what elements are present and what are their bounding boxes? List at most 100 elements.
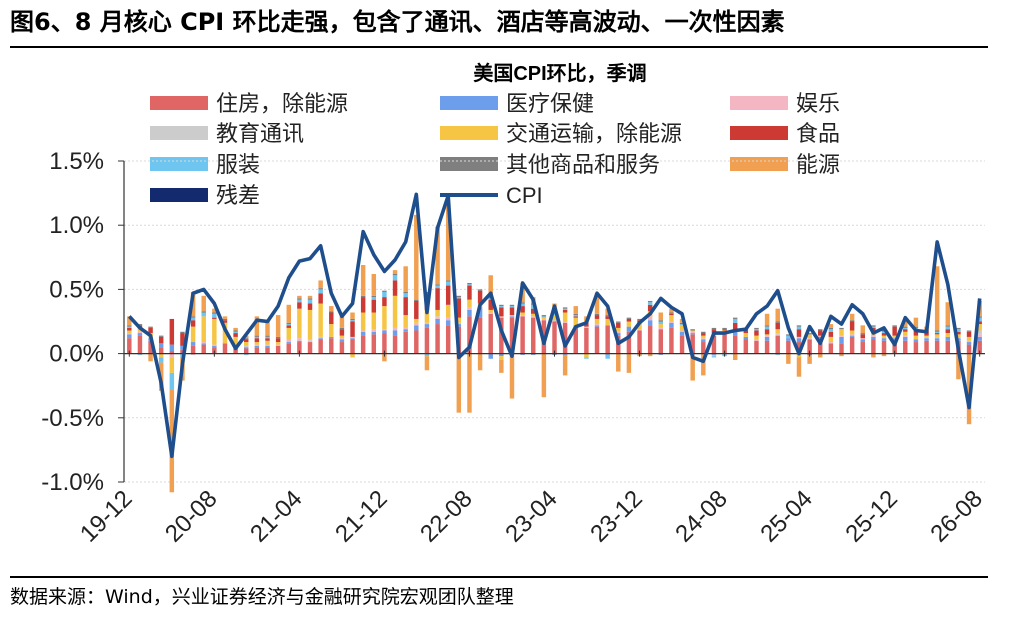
bar-segment [201, 312, 206, 317]
bar-segment [520, 312, 525, 316]
bar-segment [137, 324, 143, 326]
bar-segment [775, 353, 780, 355]
bar-segment [265, 336, 270, 339]
bar-segment [307, 298, 313, 300]
bar-segment [371, 334, 377, 354]
bar-segment [403, 293, 408, 298]
bar-segment [934, 336, 940, 339]
legend-label: 医疗保健 [506, 91, 594, 116]
bar-segment [392, 270, 398, 274]
bar-segment [743, 339, 749, 354]
bar-segment [881, 333, 887, 336]
bar-segment [956, 327, 961, 330]
legend-label: 服装 [216, 152, 260, 177]
bar-segment [913, 317, 919, 327]
bar-segment [690, 354, 695, 381]
bar-segment [275, 315, 281, 337]
bar-segment [148, 326, 153, 328]
bar-segment [658, 353, 664, 355]
bar-segment [360, 265, 366, 296]
bar-segment [881, 335, 887, 339]
bar-segment [424, 309, 430, 323]
bar-segment [467, 307, 472, 310]
legend-swatch [730, 126, 788, 140]
bar-segment [690, 334, 695, 354]
bar-segment [137, 331, 143, 334]
bar-segment [807, 338, 812, 340]
bar-segment [562, 308, 568, 310]
bar-segment [552, 313, 557, 316]
bar-segment [212, 308, 217, 313]
bar-segment [775, 308, 780, 322]
bar-segment [148, 327, 153, 334]
bar-segment [275, 336, 281, 339]
bar-segment [562, 353, 568, 355]
bar-segment [158, 336, 164, 344]
bar-segment [350, 339, 355, 354]
bar-segment [371, 312, 377, 330]
bar-segment [318, 288, 323, 290]
bar-segment [924, 336, 929, 339]
bar-segment [265, 345, 270, 348]
bar-segment [350, 312, 355, 319]
bar-segment [701, 353, 706, 376]
bar-segment [222, 320, 228, 323]
bar-segment [180, 345, 185, 350]
bar-segment [562, 321, 568, 323]
bar-segment [796, 329, 802, 337]
bar-segment [913, 335, 919, 340]
bar-segment [424, 356, 430, 371]
bar-segment [732, 322, 738, 330]
legend-item: 残差 [150, 183, 260, 208]
bar-segment [541, 316, 547, 318]
bar-segment [339, 335, 345, 339]
bar-segment [754, 339, 759, 341]
legend-label: 交通运输，除能源 [506, 121, 682, 146]
bar-segment [903, 331, 908, 336]
bar-segment [382, 291, 387, 298]
bar-segment [499, 360, 504, 373]
bar-segment [127, 325, 132, 327]
y-axis: -1.0% -0.5% 0.0% 0.5% 1.0% 1.5% [41, 148, 125, 496]
bar-segment [329, 311, 334, 313]
bar-segment [297, 308, 302, 339]
legend-item: 医疗保健 [440, 91, 594, 116]
bar-segment [477, 307, 483, 318]
bar-segment [669, 327, 674, 354]
bar-segment [244, 345, 249, 348]
bar-segment [711, 354, 717, 357]
bar-segment [467, 316, 472, 354]
bar-segment [382, 330, 387, 334]
bar-segment [552, 315, 557, 321]
bar-segment [371, 329, 377, 332]
bar-segment [616, 322, 621, 328]
bar-segment [732, 335, 738, 354]
bar-segment [860, 333, 865, 335]
bar-segment [499, 317, 504, 354]
bar-segment [573, 325, 578, 354]
bar-segment [562, 312, 568, 322]
bar-segment [658, 312, 664, 321]
bar-segment [414, 322, 419, 326]
bar-segment [265, 347, 270, 354]
bar-segment [275, 344, 281, 346]
bar-segment [903, 321, 908, 327]
bar-segment [594, 293, 600, 314]
bar-segment [350, 338, 355, 340]
bar-segment [127, 327, 132, 331]
bar-segment [127, 316, 132, 326]
bar-segment [892, 340, 897, 354]
bar-segment [158, 357, 164, 363]
bar-segment [871, 325, 876, 327]
bar-segment [445, 320, 451, 326]
bar-segment [488, 312, 493, 314]
bar-segment [764, 340, 770, 354]
bar-segment [382, 290, 387, 292]
bar-segment [945, 302, 951, 326]
bar-segment [158, 335, 164, 337]
bar-segment [477, 290, 483, 304]
bar-segment [669, 321, 674, 323]
bar-segment [286, 343, 291, 354]
bar-segment [382, 353, 387, 362]
bar-segment [488, 309, 493, 313]
